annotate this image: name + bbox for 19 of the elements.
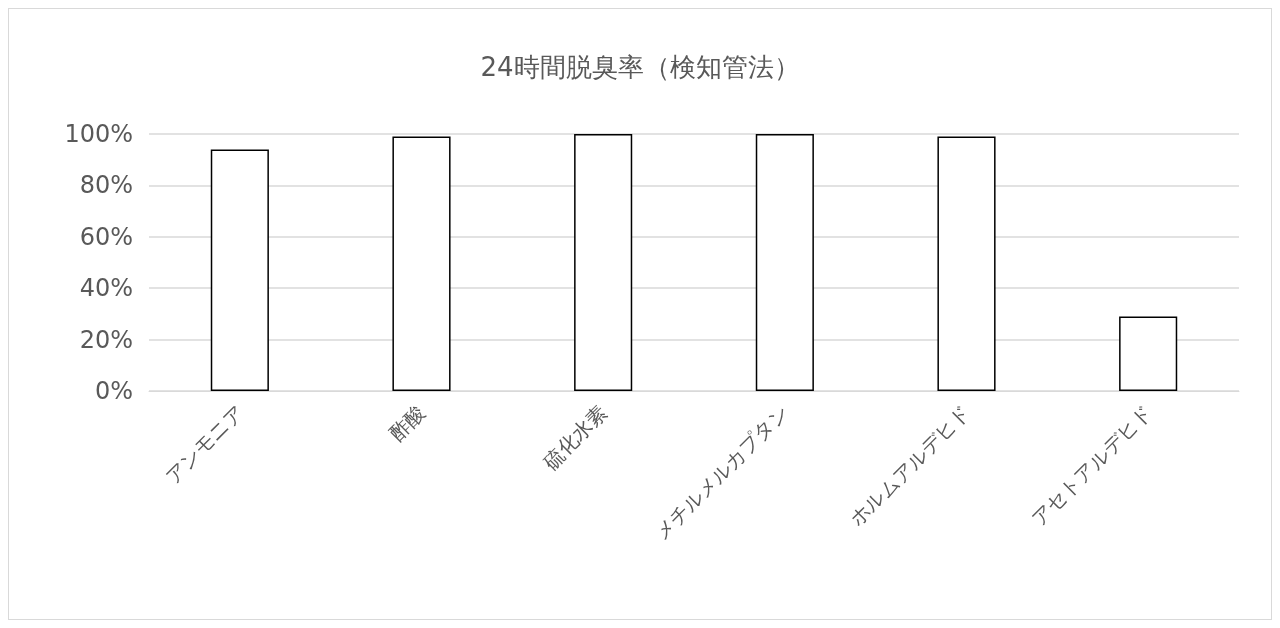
y-tick-label: 80% xyxy=(79,171,133,200)
bar xyxy=(392,136,451,391)
bar xyxy=(755,134,814,391)
bar xyxy=(574,134,633,391)
x-tick-label: メチルメルカプタン xyxy=(649,400,794,545)
x-tick-label: アンモニア xyxy=(160,400,249,489)
y-tick-label: 40% xyxy=(79,274,133,303)
y-tick-label: 0% xyxy=(94,377,133,405)
bar xyxy=(210,149,269,391)
x-tick-label: 硫化水素 xyxy=(538,400,612,475)
x-tick-label: アセトアルデヒド xyxy=(1026,400,1157,531)
y-tick-label: 60% xyxy=(79,222,133,251)
x-tick-label: ホルムアルデヒド xyxy=(844,400,975,531)
x-tick-label: 酢酸 xyxy=(384,400,430,446)
y-tick-label: 100% xyxy=(64,120,133,148)
y-tick-label: 20% xyxy=(79,325,133,354)
bar xyxy=(937,136,996,391)
chart-title: 24時間脱臭率（検知管法） xyxy=(480,52,800,82)
bar xyxy=(1119,316,1178,391)
